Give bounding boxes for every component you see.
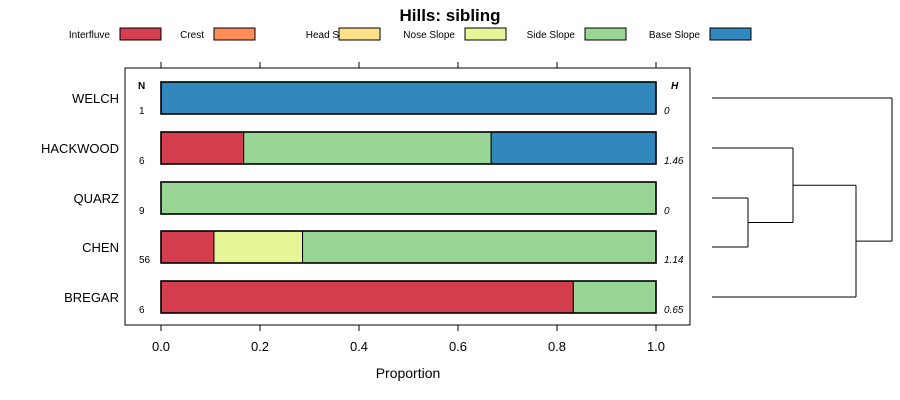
h-value: 0.65 (664, 305, 684, 316)
x-tick-label: 0.2 (251, 339, 269, 354)
bar-segment (160, 181, 657, 215)
bar-segment (160, 131, 245, 165)
n-value: 1 (139, 106, 145, 117)
legend: Interfluve Crest Head Slope Nose Slope Side … (69, 27, 752, 41)
x-tick-label: 0.8 (548, 339, 566, 354)
h-value: 0 (664, 106, 670, 117)
bar-segment (160, 81, 657, 115)
h-value: 1.14 (664, 255, 684, 266)
legend-swatch (338, 27, 381, 41)
legend-label: Head Slope (306, 30, 359, 41)
legend-swatch (119, 27, 162, 41)
legend-label: Interfluve (69, 30, 111, 41)
bar-segment (160, 280, 574, 314)
bar-outline (160, 131, 657, 165)
bar-segment (213, 230, 304, 264)
bar-segment (302, 230, 657, 264)
legend-label: Side Slope (527, 30, 576, 41)
chart-title: Hills: sibling (399, 6, 500, 25)
x-axis: 0.0 0.2 0.4 0.6 0.8 1.0 (152, 325, 665, 354)
legend-swatch (464, 27, 507, 41)
top-axis-ticks (160, 62, 657, 68)
legend-label: Nose Slope (403, 30, 455, 41)
n-column-header: N (138, 81, 145, 92)
category-label: CHEN (82, 240, 119, 255)
bar-outline (160, 181, 657, 215)
bars (160, 81, 657, 314)
h-value: 1.46 (664, 156, 684, 167)
bar-segment (572, 280, 657, 314)
x-tick-label: 0.6 (449, 339, 467, 354)
category-label: WELCH (72, 91, 119, 106)
x-tick-label: 0.4 (350, 339, 368, 354)
n-value: 6 (139, 305, 145, 316)
n-value: 9 (139, 206, 145, 217)
legend-label: Base Slope (649, 30, 701, 41)
x-tick-label: 0.0 (152, 339, 170, 354)
x-tick-label: 1.0 (647, 339, 665, 354)
h-value: 0 (664, 206, 670, 217)
bar-segment (243, 131, 492, 165)
h-column-header: H (671, 81, 679, 92)
bar-outline (160, 280, 657, 314)
category-label: BREGAR (64, 290, 119, 305)
row-labels: WELCH 1 0 HACKWOOD 6 1.46 QUARZ 9 0 CHEN 56 1.14 BRE… (41, 91, 684, 316)
legend-swatch (213, 27, 256, 41)
n-value: 6 (139, 156, 145, 167)
bar-outline (160, 81, 657, 115)
bar-segment (160, 230, 215, 264)
bar-segment (490, 131, 657, 165)
n-value: 56 (139, 255, 151, 266)
x-axis-label: Proportion (376, 365, 441, 381)
dendrogram (712, 97, 893, 298)
legend-swatch (709, 27, 752, 41)
plot-frame (124, 67, 691, 326)
bar-outline (160, 230, 657, 264)
legend-label: Crest (180, 30, 204, 41)
category-label: QUARZ (74, 191, 120, 206)
category-label: HACKWOOD (41, 141, 119, 156)
legend-swatch (584, 27, 627, 41)
